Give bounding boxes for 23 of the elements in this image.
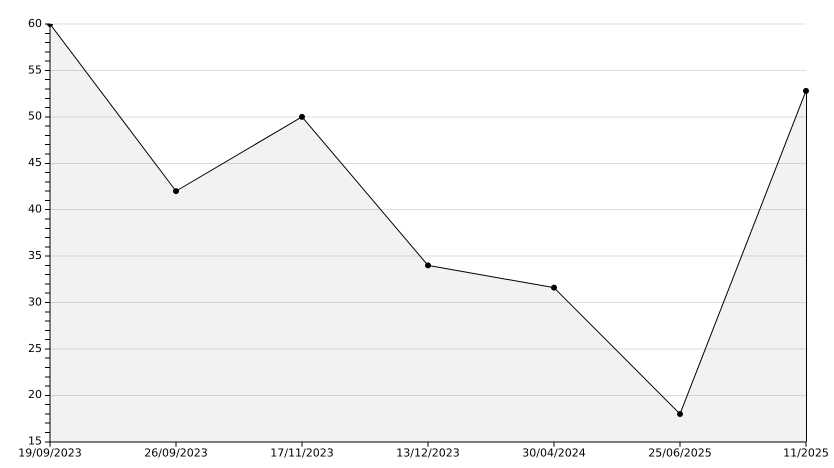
point — [299, 114, 305, 120]
y-tick-label: 20 — [28, 388, 42, 402]
point — [425, 262, 431, 268]
y-tick-label: 45 — [28, 156, 42, 170]
point — [551, 284, 557, 291]
y-tick-label: 55 — [28, 63, 42, 76]
y-tick-label: 50 — [28, 110, 42, 123]
x-tick-label: 19/09/2023 — [18, 446, 82, 460]
y-tick-label: 25 — [28, 342, 42, 355]
x-tick-label: 13/12/2023 — [396, 446, 460, 460]
x-tick-label: 26/09/2023 — [144, 446, 208, 460]
x-tick-label: 30/04/2024 — [522, 446, 586, 460]
point — [677, 410, 683, 417]
y-tick-label: 35 — [28, 248, 42, 262]
x-tick-label: 25/06/2025 — [648, 446, 712, 460]
y-tick-label: 15 — [28, 434, 42, 448]
x-tick-label: 11/2025 — [783, 446, 829, 460]
y-tick-label: 30 — [28, 295, 42, 308]
point — [803, 88, 809, 94]
point — [173, 188, 179, 194]
y-tick-label: 40 — [28, 202, 42, 216]
x-tick-label: 17/11/2023 — [270, 446, 334, 460]
y-tick-label: 60 — [28, 16, 42, 30]
